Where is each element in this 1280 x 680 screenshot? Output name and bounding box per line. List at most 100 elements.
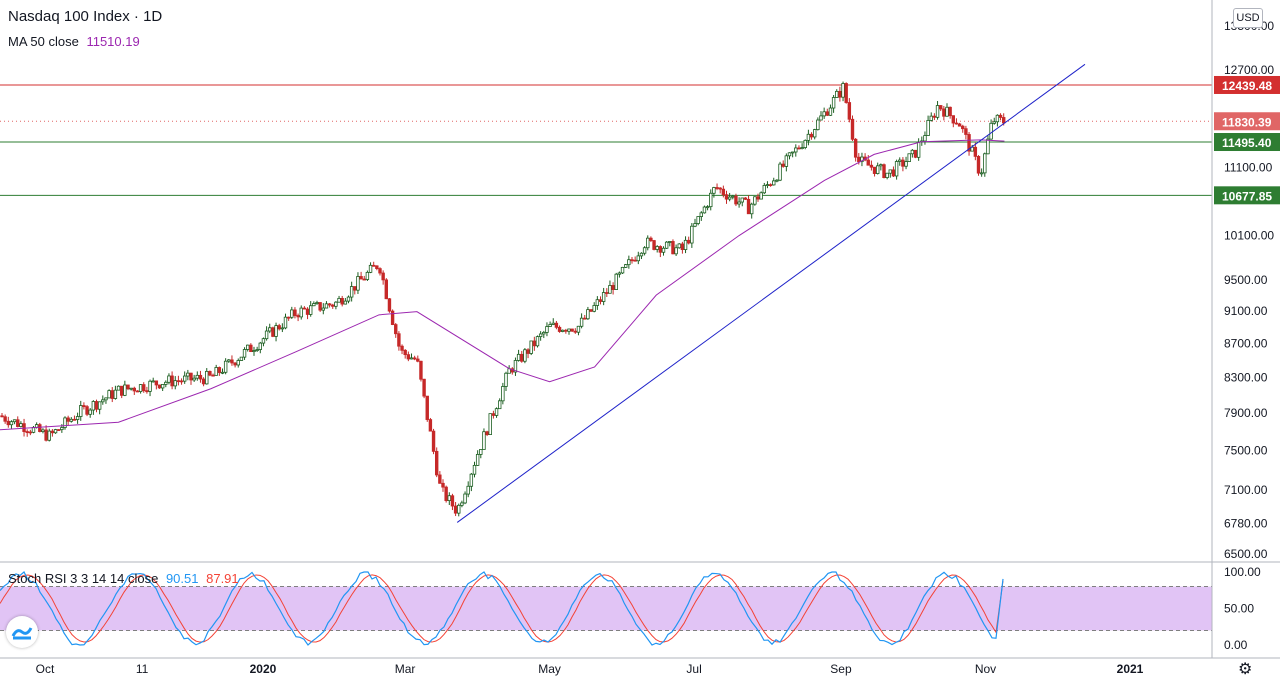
- candle-body: [646, 237, 650, 249]
- candle-body: [819, 115, 823, 121]
- candle-body: [797, 147, 801, 150]
- candle-body: [120, 385, 124, 396]
- price-label-badge: [1214, 133, 1280, 152]
- time-tick-label: Jul: [686, 662, 701, 676]
- candle-body: [182, 375, 187, 382]
- candle-body: [734, 195, 738, 205]
- stoch-tick-label: 0.00: [1224, 638, 1248, 652]
- candle-body: [299, 307, 303, 318]
- candle-body: [63, 417, 67, 428]
- candle-body: [12, 419, 17, 423]
- candle-body: [268, 327, 272, 332]
- candle-body: [633, 259, 637, 262]
- stoch-tick-label: 100.00: [1224, 565, 1261, 579]
- candle-body: [482, 431, 486, 450]
- candle-body: [542, 331, 546, 335]
- tradingview-logo-icon[interactable]: [6, 616, 38, 648]
- candle-body: [485, 431, 489, 435]
- currency-button[interactable]: USD: [1233, 8, 1263, 28]
- candle-body: [891, 169, 896, 177]
- candle-body: [353, 286, 357, 291]
- candle-body: [126, 384, 130, 390]
- candle-body: [913, 149, 918, 158]
- candle-body: [164, 381, 168, 385]
- candle-body: [135, 390, 140, 393]
- candle-body: [976, 155, 981, 174]
- candle-body: [787, 152, 792, 157]
- candle-body: [176, 380, 181, 383]
- candle-body: [857, 156, 861, 163]
- candle-body: [825, 111, 829, 116]
- candle-body: [302, 307, 307, 310]
- candle-body: [567, 328, 571, 332]
- candle-body: [661, 247, 666, 253]
- candle-body: [242, 349, 247, 358]
- candle-body: [47, 430, 51, 441]
- candle-body: [264, 330, 269, 340]
- candle-body: [390, 310, 395, 325]
- candle-body: [258, 342, 262, 350]
- candle-body: [217, 367, 222, 373]
- candle-body: [784, 155, 789, 167]
- candle-body: [998, 114, 1003, 118]
- candle-body: [831, 97, 836, 109]
- candle-body: [327, 303, 332, 306]
- candle-body: [992, 121, 996, 124]
- candle-body: [926, 120, 930, 136]
- candle-body: [3, 416, 7, 422]
- candle-body: [583, 317, 587, 320]
- candle-body: [721, 188, 726, 196]
- candle-body: [649, 237, 653, 241]
- candle-body: [441, 482, 445, 488]
- settings-gear-icon[interactable]: ⚙: [1238, 661, 1253, 678]
- time-tick-label: Nov: [975, 662, 996, 676]
- candle-body: [400, 345, 404, 351]
- candle-body: [954, 122, 959, 125]
- candle-body: [223, 360, 228, 373]
- candle-body: [945, 106, 949, 117]
- candle-body: [6, 420, 10, 426]
- candle-body: [356, 276, 360, 291]
- candle-body: [138, 384, 143, 392]
- candle-body: [450, 495, 455, 507]
- candle-body: [847, 102, 852, 120]
- candle-body: [586, 309, 590, 320]
- time-tick-label: 2020: [250, 662, 277, 676]
- candle-body: [838, 90, 842, 98]
- candle-body: [658, 246, 663, 253]
- candle-body: [989, 122, 993, 140]
- candle-body: [576, 325, 581, 333]
- stoch-rsi-pane[interactable]: [0, 571, 1212, 646]
- candle-body: [41, 429, 45, 432]
- candle-body: [79, 405, 83, 417]
- candle-body: [466, 485, 470, 495]
- candle-body: [709, 192, 713, 208]
- candle-body: [167, 375, 171, 383]
- candle-body: [844, 83, 848, 103]
- candle-body: [516, 353, 521, 361]
- candle-body: [472, 464, 477, 475]
- candle-body: [434, 450, 439, 476]
- candle-body: [160, 384, 165, 389]
- ma-legend: MA 50 close 11510.19: [8, 34, 140, 49]
- candle-body: [53, 429, 58, 434]
- candle-body: [211, 374, 215, 377]
- candle-body: [69, 418, 73, 422]
- candle-body: [85, 406, 89, 415]
- candle-body: [201, 378, 206, 385]
- candle-body: [957, 123, 962, 127]
- candle-body: [529, 340, 533, 354]
- candle-body: [189, 372, 193, 381]
- price-tick-label: 9500.00: [1224, 273, 1268, 287]
- candle-body: [0, 415, 4, 418]
- candle-body: [781, 163, 785, 167]
- candle-body: [951, 115, 955, 124]
- candle-body: [416, 358, 420, 362]
- candle-body: [371, 264, 376, 267]
- candle-body: [19, 423, 23, 427]
- candle-body: [334, 301, 338, 307]
- candle-body: [227, 359, 231, 362]
- price-pane[interactable]: 12439.48 11830.39 11495.40 10677.85: [0, 63, 1280, 523]
- candle-body: [419, 360, 423, 380]
